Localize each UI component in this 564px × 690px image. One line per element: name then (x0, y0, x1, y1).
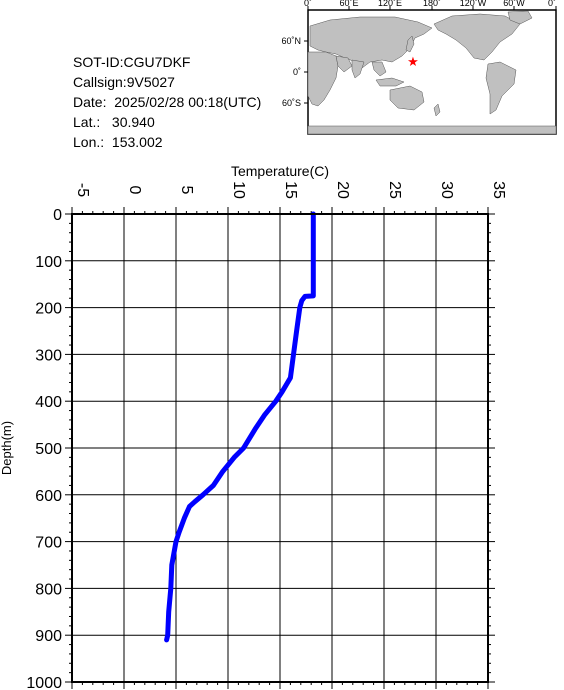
sot-id-text: SOT-ID:CGU7DKF (73, 54, 191, 70)
map-label-top-3: 180˚ (423, 0, 441, 8)
y-tick-label: 700 (35, 535, 62, 552)
land-se-asia (371, 61, 387, 77)
land-new-zealand (433, 103, 441, 117)
y-tick-label: 900 (35, 628, 62, 645)
y-tick-label: 600 (35, 488, 62, 505)
map-landmasses (307, 10, 557, 135)
y-tick-label: 200 (35, 301, 62, 318)
land-north-america (433, 13, 521, 61)
land-greenland (507, 10, 533, 25)
temperature-profile-line (164, 211, 316, 643)
land-australia (389, 85, 425, 111)
map-label-left-1: 0˚ (293, 67, 301, 77)
x-tick-label: 35 (490, 181, 507, 199)
latitude-text: Lat.: 30.940 (73, 114, 155, 130)
map-label-left-2: 60˚S (282, 98, 301, 108)
land-india (351, 59, 365, 79)
map-label-top-2: 120˚E (378, 0, 402, 8)
land-indonesia (375, 77, 405, 87)
x-tick-label: 20 (334, 181, 351, 199)
world-map: 0˚ 60˚E 120˚E 180˚ 120˚W 60˚W 0˚ 60˚N 0˚… (281, 0, 557, 135)
chart-grid (71, 213, 489, 683)
map-label-left-0: 60˚N (281, 36, 301, 46)
date-text: Date: 2025/02/28 00:18(UTC) (73, 94, 262, 110)
y-tick-label: 1000 (26, 675, 62, 690)
land-europe-asia (309, 16, 433, 69)
map-label-top-1: 60˚E (339, 0, 358, 8)
map-label-top-0: 0˚ (304, 0, 312, 8)
callsign-text: Callsign:9V5027 (73, 74, 175, 90)
land-antarctica (307, 125, 557, 135)
map-label-top-4: 120˚W (460, 0, 487, 8)
y-tick-label: 800 (35, 581, 62, 598)
x-tick-label: 30 (438, 181, 455, 199)
map-label-top-5: 60˚W (503, 0, 525, 8)
y-tick-label: 500 (35, 441, 62, 458)
y-tick-label: 400 (35, 394, 62, 411)
y-tick-label: 300 (35, 347, 62, 364)
x-tick-label: 0 (126, 186, 143, 195)
map-label-top-6: 0˚ (548, 0, 556, 8)
land-japan (405, 35, 415, 53)
x-tick-label: 25 (386, 181, 403, 199)
land-africa (307, 51, 339, 107)
x-tick-labels: -5 0 5 10 15 20 25 30 35 (74, 181, 507, 199)
x-tick-label: 5 (178, 186, 195, 195)
x-tick-label: 15 (282, 181, 299, 199)
longitude-text: Lon.: 153.002 (73, 134, 163, 150)
map-labels: 0˚ 60˚E 120˚E 180˚ 120˚W 60˚W 0˚ 60˚N 0˚… (281, 0, 556, 108)
land-arabia (335, 55, 353, 73)
ship-location-star-icon: ★ (407, 54, 419, 69)
x-axis-label: Temperature(C) (231, 163, 329, 179)
y-tick-label: 0 (53, 207, 62, 224)
y-tick-labels: 0 100 200 300 400 500 600 700 800 900 1000 (26, 207, 62, 690)
x-tick-label: -5 (74, 183, 91, 197)
y-tick-label: 100 (35, 254, 62, 271)
y-axis-label: Depth(m) (0, 421, 14, 475)
land-south-america (485, 61, 517, 115)
chart-frame (71, 213, 489, 683)
x-tick-label: 10 (230, 181, 247, 199)
map-ticks (304, 6, 557, 104)
